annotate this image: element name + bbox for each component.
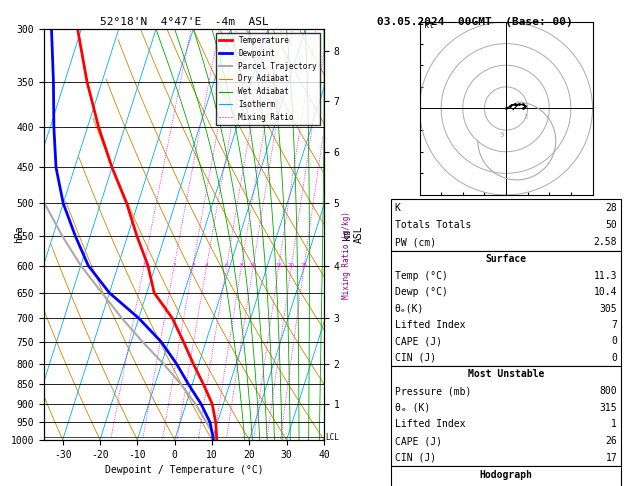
Legend: Temperature, Dewpoint, Parcel Trajectory, Dry Adiabat, Wet Adiabat, Isotherm, Mi: Temperature, Dewpoint, Parcel Trajectory…: [216, 33, 320, 125]
Text: 3: 3: [191, 263, 195, 268]
Text: 800: 800: [599, 386, 617, 396]
Text: 03.05.2024  00GMT  (Base: 00): 03.05.2024 00GMT (Base: 00): [377, 17, 573, 27]
Text: 0: 0: [611, 336, 617, 347]
Text: Mixing Ratio (g/kg): Mixing Ratio (g/kg): [342, 211, 351, 299]
Text: θₑ (K): θₑ (K): [395, 403, 430, 413]
Text: Surface: Surface: [486, 254, 526, 264]
Text: Lifted Index: Lifted Index: [395, 419, 465, 429]
Text: 0: 0: [611, 353, 617, 363]
Text: 305: 305: [599, 303, 617, 313]
Text: © weatheronline.co.uk: © weatheronline.co.uk: [438, 472, 543, 481]
X-axis label: Dewpoint / Temperature (°C): Dewpoint / Temperature (°C): [104, 465, 264, 475]
Text: CIN (J): CIN (J): [395, 353, 436, 363]
Text: 1: 1: [142, 263, 146, 268]
Text: θₑ(K): θₑ(K): [395, 303, 424, 313]
Text: 4: 4: [205, 263, 208, 268]
Text: 6: 6: [225, 263, 228, 268]
Text: Pressure (mb): Pressure (mb): [395, 386, 471, 396]
Text: 10.4: 10.4: [594, 287, 617, 297]
Text: 2.58: 2.58: [594, 237, 617, 247]
Text: Most Unstable: Most Unstable: [468, 369, 544, 380]
Text: 11.3: 11.3: [594, 271, 617, 280]
Text: 2: 2: [172, 263, 176, 268]
Text: 9: 9: [499, 132, 504, 138]
Text: 8: 8: [240, 263, 243, 268]
Text: CAPE (J): CAPE (J): [395, 336, 442, 347]
Text: 25: 25: [301, 263, 308, 268]
Text: 10: 10: [250, 263, 257, 268]
Text: CIN (J): CIN (J): [395, 452, 436, 463]
Text: LCL: LCL: [325, 433, 339, 442]
Text: CAPE (J): CAPE (J): [395, 436, 442, 446]
Text: K: K: [395, 203, 401, 213]
Text: 1: 1: [611, 419, 617, 429]
Text: 50: 50: [606, 220, 617, 230]
Text: Dewp (°C): Dewp (°C): [395, 287, 448, 297]
Text: 2: 2: [523, 114, 528, 121]
Text: kt: kt: [424, 21, 434, 31]
Text: Totals Totals: Totals Totals: [395, 220, 471, 230]
Text: 315: 315: [599, 403, 617, 413]
Text: Temp (°C): Temp (°C): [395, 271, 448, 280]
Title: 52°18'N  4°47'E  -4m  ASL: 52°18'N 4°47'E -4m ASL: [99, 17, 269, 27]
Text: 28: 28: [606, 203, 617, 213]
Text: Hodograph: Hodograph: [479, 470, 532, 480]
Text: 20: 20: [288, 263, 295, 268]
Text: 16: 16: [276, 263, 282, 268]
Text: Lifted Index: Lifted Index: [395, 320, 465, 330]
Text: hPa: hPa: [14, 226, 24, 243]
Text: 17: 17: [606, 452, 617, 463]
Y-axis label: km
ASL: km ASL: [342, 226, 364, 243]
Text: PW (cm): PW (cm): [395, 237, 436, 247]
Text: 26: 26: [606, 436, 617, 446]
Text: 7: 7: [611, 320, 617, 330]
